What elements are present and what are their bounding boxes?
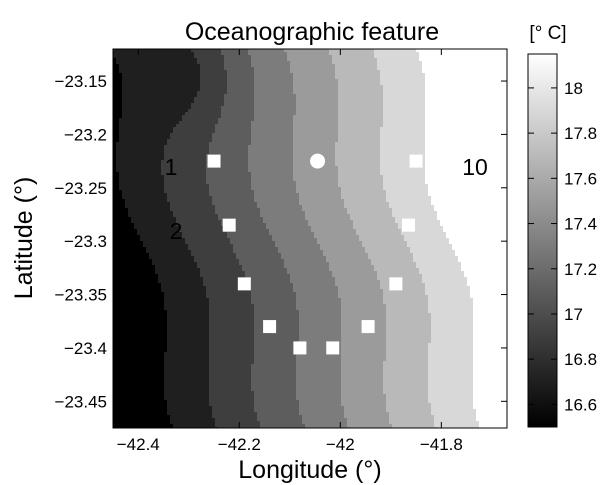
colorbar-tick-label: 17.2 — [564, 260, 597, 279]
colorbar-tick-label: 16.6 — [564, 395, 597, 414]
station-marker-5 — [293, 341, 307, 355]
station-marker-6 — [326, 341, 340, 355]
colorbar-tick-label: 17.8 — [564, 124, 597, 143]
x-tick-label: −41.8 — [420, 435, 463, 454]
x-axis-label: Longitude (°) — [238, 456, 381, 484]
station-marker-8 — [389, 277, 403, 291]
colorbar — [527, 53, 558, 428]
station-marker-4 — [263, 320, 277, 334]
station-marker-circle — [310, 153, 326, 169]
station-marker-3 — [237, 277, 251, 291]
colorbar-tick-label: 17.4 — [564, 215, 597, 234]
colorbar-tick-label: 17.6 — [564, 169, 597, 188]
colorbar-tick-label: 18 — [564, 79, 583, 98]
station-marker-2 — [222, 218, 236, 232]
station-marker-9 — [402, 218, 415, 232]
y-tick-label: −23.35 — [55, 286, 107, 305]
y-tick-label: −23.3 — [64, 232, 107, 251]
x-tick-label: −42 — [326, 435, 355, 454]
station-marker-1 — [207, 154, 221, 168]
station-label-1: 1 — [165, 154, 178, 180]
y-axis-label: Latitude (°) — [10, 177, 38, 300]
y-tick-label: −23.2 — [64, 125, 107, 144]
y-tick-label: −23.15 — [55, 72, 107, 91]
y-tick-label: −23.45 — [55, 392, 107, 411]
chart-title: Oceanographic feature — [185, 18, 439, 46]
station-marker-10 — [409, 154, 423, 168]
colorbar-tick-label: 17 — [564, 305, 583, 324]
y-axis: −23.15 −23.2 −23.25 −23.3 −23.35 −23.4 −23.45 — [55, 72, 507, 411]
x-tick-label: −42.4 — [117, 435, 160, 454]
plot-frame — [112, 48, 508, 429]
x-axis: −42.4 −42.2 −42 −41.8 — [117, 49, 463, 454]
colorbar-tick-label: 16.8 — [564, 350, 597, 369]
y-tick-label: −23.25 — [55, 179, 107, 198]
x-tick-label: −42.2 — [218, 435, 261, 454]
station-label-2: 2 — [170, 218, 183, 244]
y-tick-label: −23.4 — [64, 339, 107, 358]
station-label-10: 10 — [462, 154, 488, 180]
colorbar-axis: 16.6 16.8 17 17.2 17.4 17.6 17.8 18 — [528, 79, 597, 414]
colorbar-unit-label: [° C] — [529, 23, 566, 44]
station-marker-7 — [361, 320, 375, 334]
contour-fill — [113, 49, 479, 428]
station-markers — [207, 153, 423, 355]
